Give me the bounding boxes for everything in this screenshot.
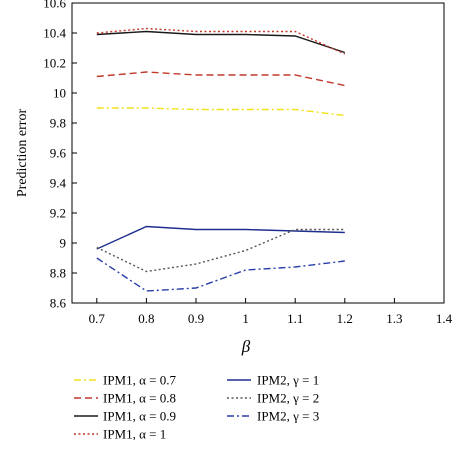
series-group <box>96 27 346 292</box>
legend-label-7: IPM2, γ = 3 <box>257 409 319 424</box>
x-tick-label: 0.9 <box>188 311 204 326</box>
series-line-5 <box>96 225 345 250</box>
plot-frame <box>71 2 445 304</box>
series-line-7 <box>96 257 345 292</box>
legend-label-5: IPM2, γ = 1 <box>257 373 319 388</box>
legend-label-6: IPM2, γ = 2 <box>257 391 319 406</box>
y-tick-label: 10 <box>53 86 66 101</box>
y-tick-label: 9.8 <box>50 116 66 131</box>
legend-label-3: IPM1, α = 0.9 <box>103 409 176 424</box>
x-axis-title: β <box>241 337 251 356</box>
y-tick-label: 8.8 <box>50 266 66 281</box>
x-tick-label: 1.4 <box>436 311 453 326</box>
series-line-6 <box>96 228 345 273</box>
series-line-3 <box>96 30 346 54</box>
y-tick-label: 10.4 <box>43 26 66 41</box>
y-tick-label: 10.6 <box>43 0 66 11</box>
legend-label-1: IPM1, α = 0.7 <box>103 373 177 388</box>
x-tick-label: 1.2 <box>337 311 353 326</box>
y-tick-label: 9.6 <box>50 146 67 161</box>
x-tick-label: 1.3 <box>386 311 402 326</box>
x-tick-label: 1.1 <box>287 311 303 326</box>
y-axis-title: Prediction error <box>15 109 30 198</box>
y-tick-label: 10.2 <box>43 56 66 71</box>
y-tick-label: 9 <box>60 236 67 251</box>
series-line-1 <box>96 107 345 117</box>
series-line-4 <box>96 27 346 55</box>
x-tick-label: 0.7 <box>89 311 106 326</box>
legend: IPM1, α = 0.7 IPM1, α = 0.8 IPM1, α = 0.9 I… <box>74 373 319 442</box>
y-tick-label: 9.4 <box>50 176 67 191</box>
legend-label-2: IPM1, α = 0.8 <box>103 391 176 406</box>
y-tick-label: 8.6 <box>50 296 67 311</box>
x-tick-label: 0.8 <box>138 311 154 326</box>
x-tick-label: 1 <box>242 311 249 326</box>
y-tick-label: 9.2 <box>50 206 66 221</box>
legend-label-4: IPM1, α = 1 <box>103 427 166 442</box>
series-line-2 <box>96 71 345 87</box>
plot-frame-group <box>71 2 445 304</box>
ticks-group: 0.7 0.8 0.9 1 1.1 1.2 1.3 1.4 8.6 8.8 9 9.2 9.4 9.6 9.… <box>43 0 452 326</box>
